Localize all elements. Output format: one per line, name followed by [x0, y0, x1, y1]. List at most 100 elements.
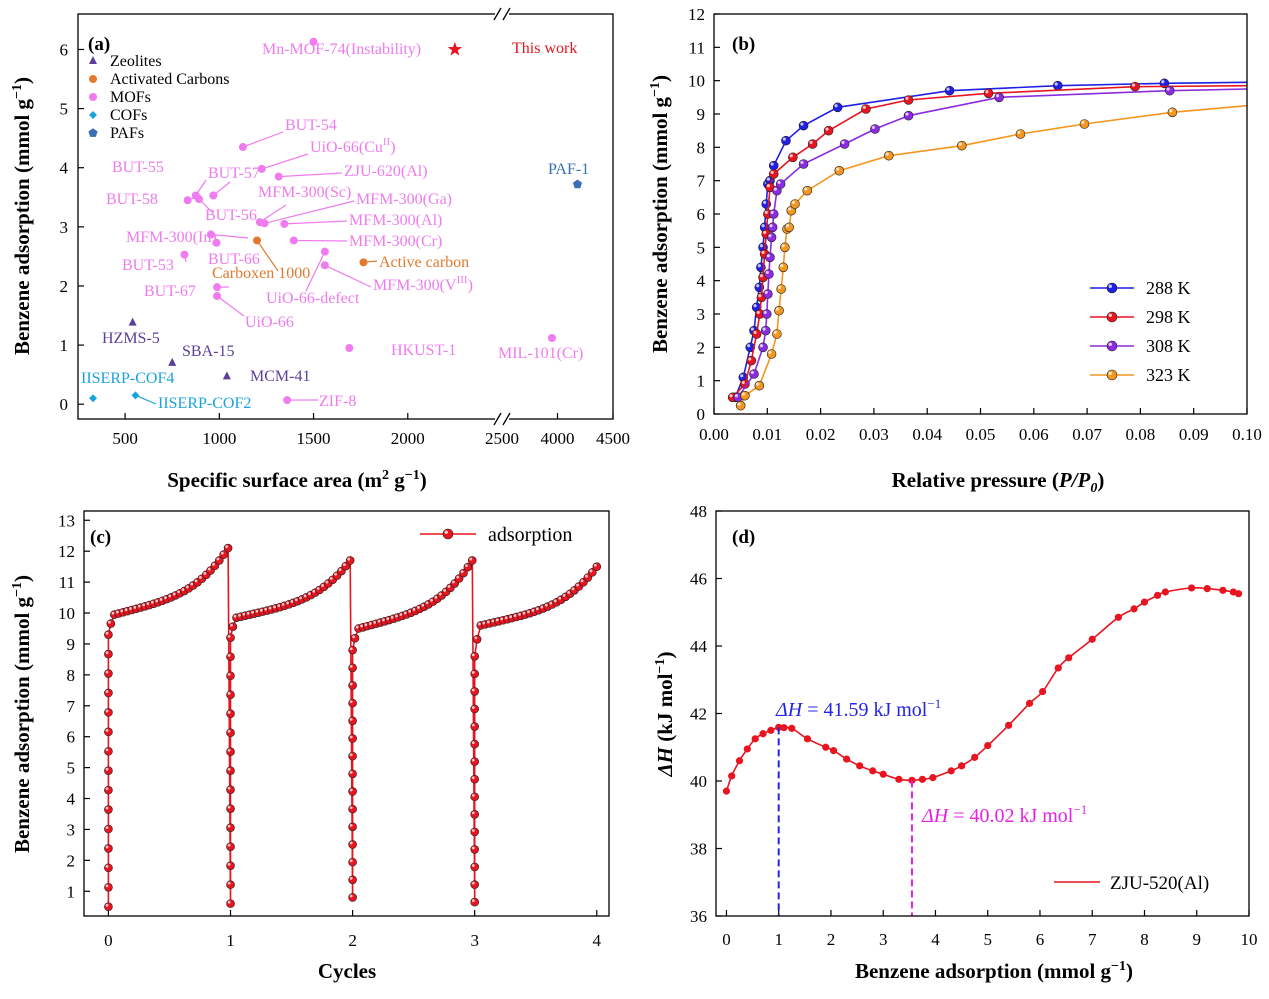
- cycle-2-point: [348, 716, 357, 726]
- cycle-1-point: [226, 804, 235, 813]
- cycle-3-point: [470, 845, 479, 854]
- series-zju-520-point: [1038, 687, 1047, 696]
- series-323k-line: [739, 104, 1248, 407]
- series-zju-520-point: [728, 772, 736, 780]
- cycle-0-point: [104, 669, 113, 678]
- y-tick-label: 10: [58, 604, 75, 623]
- series-zju-520-point: [1114, 613, 1122, 621]
- y-tick-label: 7: [67, 697, 76, 716]
- x-tick-label: 0.10: [1232, 425, 1262, 444]
- series-308k-point: [798, 159, 809, 169]
- panel-a-frame: [77, 13, 614, 420]
- point-mfm-300-in: [206, 230, 215, 239]
- y-tick-label: 5: [697, 238, 706, 257]
- x-tick-label: 6: [1036, 930, 1045, 949]
- point-but-56: [194, 195, 203, 204]
- cycle-2-point: [348, 734, 357, 743]
- panel-d-ticks: 0 1 2 3 4 5 6 7 8 9 10 36 38 40 42 44 46 48: [690, 502, 1258, 949]
- panel-d-frame: [715, 510, 1250, 917]
- series-308k-point: [766, 232, 777, 243]
- series-323k-point: [790, 199, 800, 209]
- panel-a-marks: Mn-MOF-74(Instability) BUT-54 UiO-66(CuII)…: [81, 37, 589, 412]
- series-zju-520-point: [822, 743, 830, 751]
- legend-298k-label: 298 K: [1146, 307, 1191, 327]
- panel-d: 0 1 2 3 4 5 6 7 8 9 10 36 38 40 42 44 46 48 (d) ZJU-520(A…: [653, 502, 1258, 983]
- series-323k-point: [957, 140, 967, 151]
- cycle-0-point: [104, 708, 113, 717]
- cycle-0-point: [104, 688, 113, 698]
- y-tick-label: 48: [690, 502, 707, 521]
- y-tick-label: 11: [689, 38, 705, 57]
- x-tick-label: 0.02: [806, 425, 836, 444]
- point-but-54-leader: [242, 131, 284, 148]
- y-tick-label: 4: [697, 272, 706, 291]
- legend-label-cofs: COFs: [110, 107, 147, 124]
- series-288k-point: [798, 120, 809, 131]
- point-mfm-300-sc-label: MFM-300(Sc): [258, 184, 351, 201]
- point-mcm-41-label: MCM-41: [250, 368, 310, 385]
- series-zju-520-point: [803, 735, 812, 743]
- point-uio-66-defect-label: UiO-66-defect: [266, 290, 360, 307]
- y-tick-label: 42: [690, 705, 707, 724]
- y-tick-label: 11: [59, 573, 75, 592]
- cycle-0-point: [104, 882, 113, 892]
- legend-288k-marker: [1106, 282, 1118, 294]
- y-tick-label: 38: [690, 840, 707, 859]
- cycle-3-point: [470, 739, 479, 749]
- point-but-53: [180, 250, 189, 259]
- point-paf-1: [572, 179, 582, 189]
- y-tick-label: 2: [67, 851, 76, 870]
- series-323k-point: [774, 305, 784, 316]
- panel-c-frame: [83, 510, 610, 917]
- cycle-3-point: [470, 774, 479, 784]
- legend-label-pafs: PAFs: [110, 125, 144, 142]
- legend-marker-cofs: [89, 111, 97, 119]
- point-carboxen-1000: [253, 236, 262, 245]
- series-zju-520-point: [1219, 586, 1227, 594]
- series-298k-point: [768, 169, 779, 179]
- series-308k-point: [760, 325, 771, 336]
- point-mfm-300-al-label: MFM-300(Al): [349, 212, 442, 229]
- cycle-0-point: [106, 619, 116, 628]
- y-tick-label: 9: [697, 105, 706, 124]
- panel-b-marks: [727, 78, 1248, 411]
- cycle-3-point: [470, 757, 479, 766]
- point-iiserp-cof2-label: IISERP-COF2: [158, 395, 251, 412]
- point-but-54: [238, 143, 247, 152]
- point-iiserp-cof4: [89, 394, 98, 403]
- series-zju-520-point: [869, 767, 877, 775]
- point-mfm-300-v-leader: [324, 264, 372, 288]
- legend-adsorption-marker: [442, 528, 454, 540]
- series-zju-520-line: [725, 586, 1239, 792]
- series-298k-point: [1130, 81, 1140, 92]
- point-uio-66-leader: [216, 295, 245, 317]
- legend-marker-activated-carbons: [89, 75, 97, 83]
- point-mn-mof-74-instability-label: Mn-MOF-74(Instability): [262, 41, 421, 58]
- x-tick-label: 0.07: [1072, 425, 1102, 444]
- point-mfm-300-cr-label: MFM-300(Cr): [349, 233, 442, 250]
- cycle-0-point: [104, 727, 113, 737]
- cycle-1-point: [226, 842, 235, 851]
- point-mfm-300-in-leader: [210, 233, 249, 239]
- y-tick-label: 1: [60, 336, 69, 355]
- series-288k-point: [745, 342, 756, 353]
- panel-b-legend: 288 K 298 K 308 K 323 K: [1090, 278, 1191, 385]
- point-mfm-300-al: [280, 219, 289, 228]
- series-308k-point: [839, 139, 850, 149]
- point-sba-15: [168, 357, 177, 366]
- point-sba-15-label: SBA-15: [182, 343, 234, 360]
- cycle-2-point: [348, 751, 357, 761]
- panel-d-legend: ZJU-520(Al): [1054, 873, 1209, 894]
- series-298k-point: [788, 152, 798, 163]
- cycle-1-point: [228, 622, 238, 632]
- cycle-3-point: [470, 897, 479, 907]
- series-323k-point: [776, 284, 786, 294]
- point-mfm-300-sc-leader: [259, 204, 287, 223]
- cycle-0-point: [215, 556, 224, 565]
- cycle-1-point: [226, 652, 235, 662]
- series-zju-520-point: [767, 726, 775, 734]
- series-323k-point: [778, 262, 789, 273]
- point-but-57-label: BUT-57: [208, 165, 260, 182]
- series-288k-point: [832, 102, 843, 113]
